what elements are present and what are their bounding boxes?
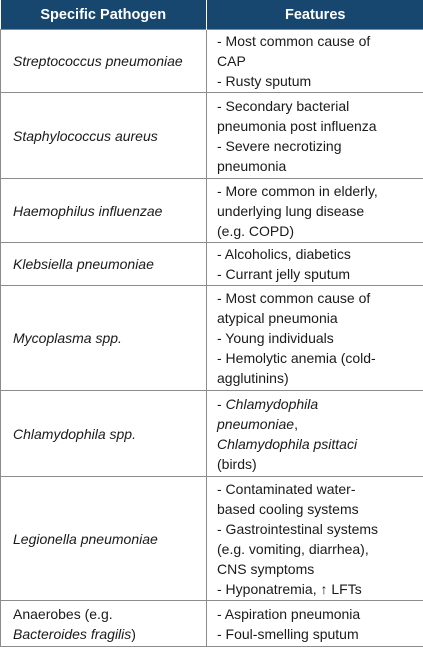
text-segment: - Rusty sputum xyxy=(217,73,312,89)
pathogen-cell: Haemophilus influenzae xyxy=(0,178,207,243)
feature-line: pneumonia xyxy=(217,156,419,176)
feature-line: atypical pneumonia xyxy=(217,308,419,328)
feature-line: (e.g. vomiting, diarrhea), xyxy=(217,539,419,559)
text-segment: - Gastrointestinal systems xyxy=(217,520,379,537)
table-row: Streptococcus pneumoniae - Most common ca… xyxy=(0,29,423,93)
text-segment: agglutinins) xyxy=(217,370,289,386)
text-segment: - Contaminated water- xyxy=(217,480,356,497)
header-features: Features xyxy=(206,0,423,30)
features-cell: - Contaminated water-based cooling syste… xyxy=(206,476,423,601)
table-row: Mycoplasma spp. - Most common cause of aty… xyxy=(0,285,423,391)
table-row: Klebsiella pneumoniae - Alcoholics, diabe… xyxy=(0,242,423,286)
text-segment: (birds) xyxy=(217,455,257,472)
text-segment: - Young individuals xyxy=(217,330,334,346)
feature-line: - Alcoholics, diabetics xyxy=(217,244,419,264)
text-segment: Anaerobes (e.g. xyxy=(13,605,113,622)
italic-text: Streptococcus pneumoniae xyxy=(13,53,183,69)
italic-text: Legionella pneumoniae xyxy=(13,530,158,547)
feature-line: - Aspiration pneumonia xyxy=(217,604,419,624)
pathogen-cell: Mycoplasma spp. xyxy=(0,285,207,391)
feature-line: - Hemolytic anemia (cold- xyxy=(217,348,419,368)
italic-text: Chlamydophila xyxy=(225,395,319,412)
italic-text: Chlamydophila psittaci xyxy=(217,435,358,452)
pathogen-cell: Anaerobes (e.g. Bacteroides fragilis) xyxy=(0,600,207,647)
text-segment: underlying lung disease xyxy=(217,202,365,219)
feature-line: agglutinins) xyxy=(217,368,419,388)
text-segment: CAP xyxy=(217,53,246,69)
table-row: Anaerobes (e.g. Bacteroides fragilis) - As… xyxy=(0,600,423,647)
feature-line: - More common in elderly, xyxy=(217,181,419,201)
feature-line: - Young individuals xyxy=(217,328,419,348)
table-row: Chlamydophila spp. - Chlamydophila pneumon… xyxy=(0,390,423,477)
feature-line: - Severe necrotizing xyxy=(217,136,419,156)
text-segment: , xyxy=(294,415,298,432)
feature-line: - Chlamydophila xyxy=(217,394,419,414)
feature-line: - Most common cause of xyxy=(217,31,419,51)
text-segment: (e.g. COPD) xyxy=(217,222,295,239)
text-segment: - Hyponatremia, ↑ LFTs xyxy=(217,580,362,597)
feature-line: based cooling systems xyxy=(217,499,419,519)
features-cell: - Aspiration pneumonia - Foul-smelling sp… xyxy=(206,600,423,647)
italic-text: Bacteroides fragilis xyxy=(13,625,132,642)
text-segment: pneumonia xyxy=(217,157,287,174)
text-segment: atypical pneumonia xyxy=(217,310,338,326)
text-segment: - Foul-smelling sputum xyxy=(217,625,359,642)
text-segment: ) xyxy=(131,625,136,642)
text-segment: - Severe necrotizing xyxy=(217,137,342,154)
text-segment: - More common in elderly, xyxy=(217,182,378,199)
features-cell: - Chlamydophila pneumoniae, Chlamydophila … xyxy=(206,390,423,477)
features-cell: - Secondary bacterial pneumonia post infl… xyxy=(206,92,423,179)
feature-line: - Gastrointestinal systems xyxy=(217,519,419,539)
text-segment: - Alcoholics, diabetics xyxy=(217,246,351,262)
italic-text: Haemophilus influenzae xyxy=(13,202,163,219)
text-segment: - Most common cause of xyxy=(217,33,371,49)
text-segment: - Hemolytic anemia (cold- xyxy=(217,350,376,366)
feature-line: - Currant jelly sputum xyxy=(217,264,419,284)
header-row: Specific Pathogen Features xyxy=(0,0,423,30)
italic-text: Chlamydophila spp. xyxy=(13,425,136,442)
text-segment: - Most common cause of xyxy=(217,290,371,306)
features-cell: - Most common cause of CAP - Rusty sputum xyxy=(206,29,423,93)
feature-line: - Foul-smelling sputum xyxy=(217,624,419,644)
pathogen-cell: Klebsiella pneumoniae xyxy=(0,242,207,286)
text-segment: - Aspiration pneumonia xyxy=(217,605,361,622)
feature-line: - Most common cause of xyxy=(217,288,419,308)
table-body: Streptococcus pneumoniae - Most common ca… xyxy=(0,29,423,647)
italic-text: Staphylococcus aureus xyxy=(13,127,158,144)
header-specific-pathogen: Specific Pathogen xyxy=(0,0,207,30)
feature-line: underlying lung disease xyxy=(217,201,419,221)
feature-line: CAP xyxy=(217,51,419,71)
pathogen-cell: Streptococcus pneumoniae xyxy=(0,29,207,93)
pathogen-cell: Legionella pneumoniae xyxy=(0,476,207,601)
pathogen-cell: Chlamydophila spp. xyxy=(0,390,207,477)
feature-line: - Secondary bacterial xyxy=(217,96,419,116)
text-segment: based cooling systems xyxy=(217,500,359,517)
italic-text: pneumoniae xyxy=(217,415,295,432)
feature-line: pneumoniae, xyxy=(217,414,419,434)
italic-text: Klebsiella pneumoniae xyxy=(13,256,154,272)
feature-line: - Rusty sputum xyxy=(217,71,419,91)
features-cell: - Most common cause of atypical pneumonia… xyxy=(206,285,423,391)
features-cell: - Alcoholics, diabetics - Currant jelly s… xyxy=(206,242,423,286)
text-segment: pneumonia post influenza xyxy=(217,117,377,134)
feature-line: - Contaminated water- xyxy=(217,479,419,499)
pathogen-cell: Staphylococcus aureus xyxy=(0,92,207,179)
feature-line: (e.g. COPD) xyxy=(217,221,419,241)
feature-line: Chlamydophila psittaci xyxy=(217,434,419,454)
text-segment: - Currant jelly sputum xyxy=(217,266,351,282)
table-row: Legionella pneumoniae - Contaminated wate… xyxy=(0,476,423,601)
text-segment: - Secondary bacterial xyxy=(217,97,350,114)
italic-text: Mycoplasma spp. xyxy=(13,330,122,346)
feature-line: CNS symptoms xyxy=(217,559,419,579)
table-row: Staphylococcus aureus - Secondary bacteri… xyxy=(0,92,423,179)
feature-line: - Hyponatremia, ↑ LFTs xyxy=(217,579,419,599)
feature-line: (birds) xyxy=(217,454,419,474)
feature-line: pneumonia post influenza xyxy=(217,116,419,136)
text-segment: (e.g. vomiting, diarrhea), xyxy=(217,540,369,557)
text-segment: - xyxy=(217,395,226,412)
features-cell: - More common in elderly, underlying lung… xyxy=(206,178,423,243)
text-segment: CNS symptoms xyxy=(217,560,315,577)
table-row: Haemophilus influenzae - More common in e… xyxy=(0,178,423,243)
